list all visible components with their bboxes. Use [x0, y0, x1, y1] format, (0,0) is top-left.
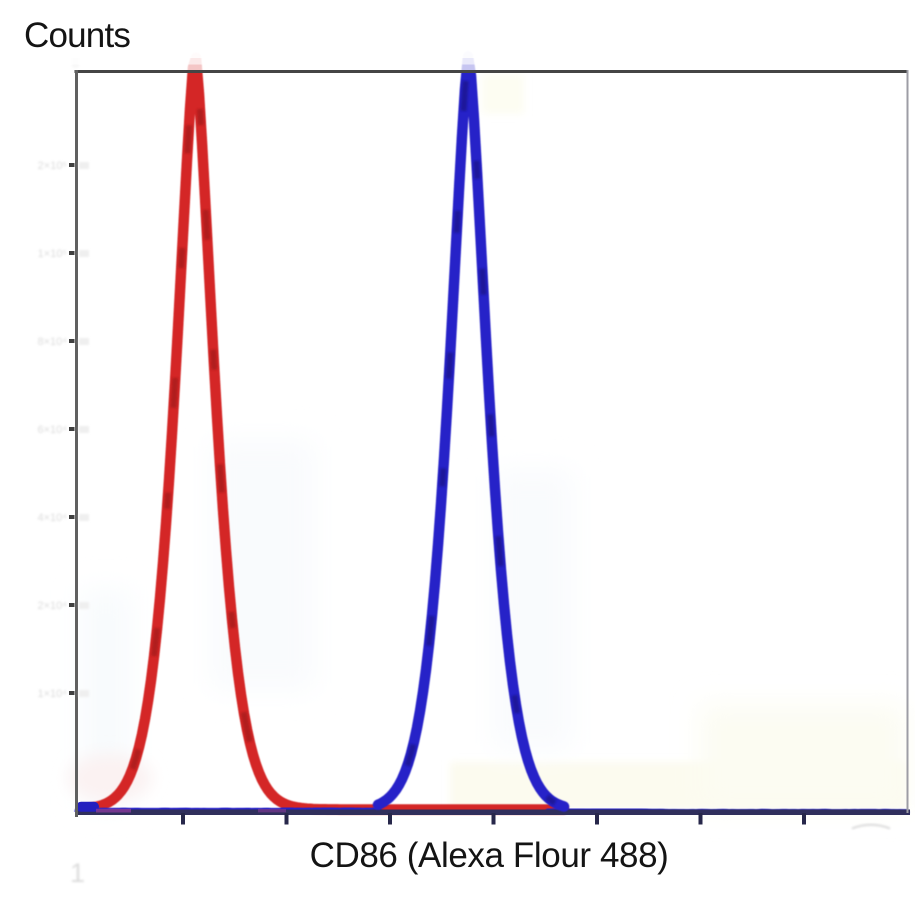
svg-text:1×10⁵: 1×10⁵ [38, 248, 67, 260]
svg-text:4×10⁴: 4×10⁴ [37, 512, 67, 524]
svg-text:Counts: Counts [24, 16, 130, 55]
svg-text:2×10⁵: 2×10⁵ [38, 160, 67, 172]
svg-text:1×10⁴: 1×10⁴ [37, 688, 67, 700]
svg-text:6×10⁴: 6×10⁴ [37, 424, 67, 436]
svg-text:8×10⁴: 8×10⁴ [37, 336, 67, 348]
svg-text:1: 1 [70, 858, 85, 888]
svg-text:CD86 (Alexa Flour 488): CD86 (Alexa Flour 488) [310, 836, 669, 875]
svg-text:2×10⁴: 2×10⁴ [37, 600, 67, 612]
